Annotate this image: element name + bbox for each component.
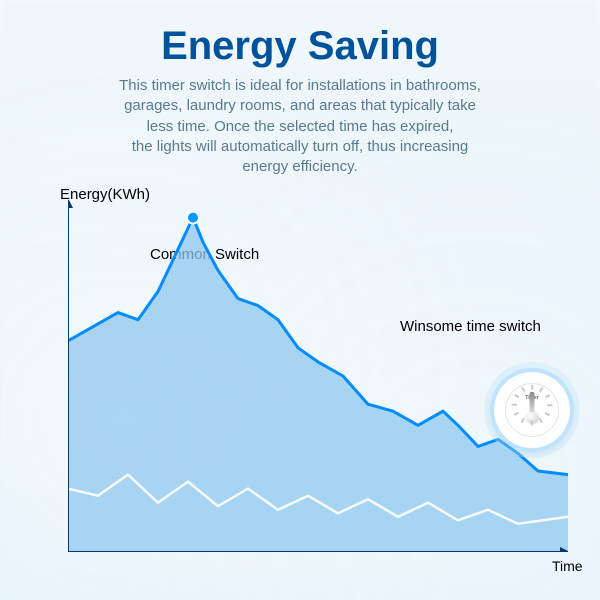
dial-tick	[514, 412, 519, 416]
dial-tick	[531, 420, 533, 425]
dial-tick	[547, 404, 552, 406]
dial-knob	[530, 392, 535, 412]
dial-tick	[521, 418, 525, 423]
dial-tick	[545, 412, 550, 416]
dial-tick	[531, 385, 533, 390]
dial-tick	[539, 418, 543, 423]
description-text: This timer switch is ideal for installat…	[0, 76, 600, 177]
x-axis-label: Time	[552, 558, 583, 574]
chart-svg	[68, 200, 568, 552]
dial-tick	[521, 387, 525, 392]
dial-face: Timer	[505, 383, 560, 438]
dial-tick	[512, 404, 517, 406]
timer-dial-icon: Timer	[494, 372, 570, 448]
dial-tick	[539, 387, 543, 392]
page-title: Energy Saving	[0, 24, 600, 69]
energy-chart	[68, 200, 568, 552]
